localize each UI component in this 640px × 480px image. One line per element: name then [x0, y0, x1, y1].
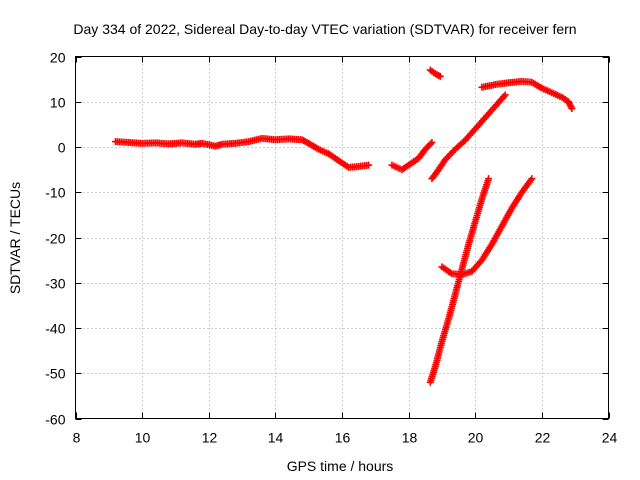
x-tick-label: 16 — [335, 430, 351, 446]
data-segment — [388, 138, 436, 174]
y-tick-label: -40 — [45, 321, 65, 337]
x-tick-label: 24 — [602, 430, 618, 446]
data-point — [485, 175, 493, 183]
x-axis-label: GPS time / hours — [287, 458, 394, 474]
y-tick-label: 10 — [50, 95, 66, 111]
data-segment — [478, 77, 576, 113]
y-axis-label: SDTVAR / TECUs — [7, 182, 23, 294]
x-tick-label: 10 — [135, 430, 151, 446]
x-tick-label: 18 — [402, 430, 418, 446]
data-point — [428, 138, 436, 146]
x-tick-labels: 8 10 12 14 16 18 20 22 24 — [73, 430, 618, 446]
data-point — [528, 175, 536, 183]
x-tick-label: 20 — [468, 430, 484, 446]
data-point — [427, 140, 435, 148]
grid — [75, 56, 609, 419]
x-tick-label: 8 — [73, 430, 81, 446]
data-segment — [428, 91, 509, 183]
x-tick-label: 22 — [535, 430, 551, 446]
y-tick-label: -50 — [45, 366, 65, 382]
y-tick-label: 0 — [58, 140, 66, 156]
y-tick-label: -60 — [45, 412, 65, 428]
plot-frame — [75, 56, 609, 419]
data-point — [436, 72, 444, 80]
data-segment — [426, 66, 444, 80]
data-segment — [438, 175, 536, 279]
data-segment — [426, 175, 493, 386]
data-point — [365, 161, 373, 169]
axis-ticks — [75, 56, 610, 420]
chart-title: Day 334 of 2022, Sidereal Day-to-day VTE… — [73, 21, 576, 37]
y-tick-label: 20 — [50, 50, 66, 66]
y-tick-label: -20 — [45, 231, 65, 247]
x-tick-label: 14 — [268, 430, 284, 446]
data-point — [568, 105, 576, 113]
data-segment — [111, 134, 373, 171]
y-tick-label: -30 — [45, 276, 65, 292]
data-point — [501, 91, 509, 99]
x-tick-label: 12 — [202, 430, 218, 446]
data-series — [111, 66, 576, 386]
y-tick-label: -10 — [45, 185, 65, 201]
y-tick-labels: -60 -50 -40 -30 -20 -10 0 10 20 — [45, 50, 65, 428]
